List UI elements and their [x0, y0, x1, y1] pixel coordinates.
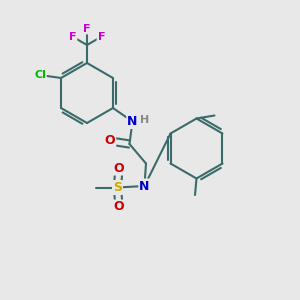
Text: F: F [98, 32, 105, 42]
Text: S: S [113, 181, 122, 194]
Text: O: O [114, 200, 124, 214]
Text: Cl: Cl [34, 70, 46, 80]
Text: N: N [139, 179, 150, 193]
Text: F: F [83, 23, 91, 34]
Text: N: N [127, 115, 138, 128]
Text: O: O [114, 161, 124, 175]
Text: O: O [105, 134, 115, 148]
Text: F: F [69, 32, 76, 42]
Text: H: H [140, 115, 150, 125]
